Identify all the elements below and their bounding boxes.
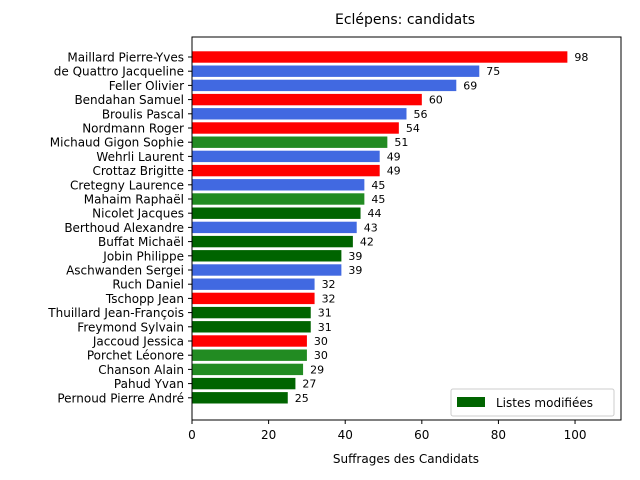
- bar: [192, 306, 311, 319]
- y-tick-label: Wehrli Laurent: [96, 150, 184, 164]
- bar: [192, 51, 568, 63]
- y-tick-label: Chanson Alain: [98, 363, 184, 377]
- bar-value-label: 39: [348, 250, 362, 263]
- y-tick-label: Nicolet Jacques: [92, 207, 184, 221]
- bar-value-label: 43: [364, 221, 378, 234]
- bar-value-label: 29: [310, 363, 324, 376]
- bar: [192, 122, 399, 134]
- x-axis: 0 20 40 60 80 100: [188, 420, 586, 442]
- y-tick-label: Freymond Sylvain: [77, 320, 184, 334]
- y-tick-label: Crottaz Brigitte: [92, 164, 184, 178]
- y-tick-label: Bendahan Samuel: [74, 93, 184, 107]
- bar: [192, 164, 380, 177]
- bar: [192, 349, 307, 361]
- y-tick-label: Jobin Philippe: [102, 249, 184, 263]
- bar-value-label: 25: [295, 392, 309, 405]
- bar: [192, 235, 353, 248]
- x-tick-label: 40: [338, 428, 353, 442]
- bar-value-label: 51: [394, 136, 408, 149]
- x-tick-label: 20: [261, 428, 276, 442]
- bar: [192, 392, 288, 404]
- y-tick-label: Pahud Yvan: [114, 377, 184, 391]
- y-tick-label: Pernoud Pierre André: [57, 391, 184, 405]
- legend-label: Listes modifiées: [496, 396, 593, 410]
- bar: [192, 136, 388, 148]
- bar: [192, 292, 315, 305]
- bar-value-label: 39: [348, 264, 362, 277]
- bar-value-label: 75: [486, 65, 500, 78]
- bar: [192, 377, 296, 390]
- x-axis-label: Suffrages des Candidats: [333, 452, 479, 466]
- y-tick-label: Cretegny Laurence: [70, 178, 184, 192]
- bar: [192, 250, 342, 262]
- chart-title: Eclépens: candidats: [335, 12, 475, 28]
- y-tick-label: Buffat Michaël: [98, 235, 184, 249]
- y-tick-label: Jaccoud Jessica: [92, 335, 184, 349]
- bar-value-label: 42: [360, 236, 374, 249]
- legend-box: [450, 388, 615, 417]
- y-tick-label: Thuillard Jean-François: [47, 306, 184, 320]
- y-tick-label: de Quattro Jacqueline: [54, 65, 184, 79]
- y-tick-label: Broulis Pascal: [102, 107, 184, 121]
- bar-value-label: 27: [302, 378, 316, 391]
- x-tick-label: 100: [564, 428, 587, 442]
- legend-swatch: [457, 397, 485, 407]
- y-tick-label: Aschwanden Sergei: [66, 264, 184, 278]
- x-tick-label: 60: [414, 428, 429, 442]
- y-tick-label: Maillard Pierre-Yves: [67, 51, 184, 65]
- bar-value-label: 69: [463, 79, 477, 92]
- bar-value-label: 60: [429, 94, 443, 107]
- bar: [192, 335, 307, 347]
- bar: [192, 79, 457, 92]
- x-tick-label: 80: [491, 428, 506, 442]
- bar: [192, 65, 480, 77]
- bar: [192, 179, 365, 191]
- legend: Listes modifiées: [450, 388, 615, 417]
- bar: [192, 321, 311, 333]
- bar-value-label: 30: [314, 335, 328, 348]
- bar: [192, 221, 357, 234]
- bar: [192, 363, 304, 376]
- bar-value-label: 30: [314, 349, 328, 362]
- bar: [192, 93, 422, 106]
- y-tick-label: Berthoud Alexandre: [64, 221, 184, 235]
- y-tick-label: Nordmann Roger: [82, 122, 184, 136]
- bar: [192, 150, 380, 163]
- bar-value-label: 32: [322, 292, 336, 305]
- bar: [192, 264, 342, 276]
- bar-value-label: 54: [406, 122, 420, 135]
- bar-value-label: 44: [368, 207, 382, 220]
- bar-value-label: 45: [371, 179, 385, 192]
- bar: [192, 207, 361, 219]
- bar: [192, 193, 365, 205]
- bar-value-label: 31: [318, 321, 332, 334]
- y-tick-label: Mahaim Raphaël: [84, 193, 184, 207]
- bar-value-label: 98: [574, 51, 588, 64]
- bar-value-label: 32: [322, 278, 336, 291]
- y-tick-label: Feller Olivier: [109, 79, 184, 93]
- bar-value-label: 49: [387, 165, 401, 178]
- y-tick-label: Michaud Gigon Sophie: [50, 136, 184, 150]
- y-tick-label: Porchet Léonore: [87, 349, 184, 363]
- plot-frame: [191, 36, 622, 421]
- bar-value-label: 49: [387, 150, 401, 163]
- bar-value-label: 31: [318, 307, 332, 320]
- y-tick-label: Ruch Daniel: [112, 278, 184, 292]
- plot-area-border: [191, 36, 622, 421]
- bar-value-label: 56: [414, 108, 428, 121]
- x-tick-label: 0: [188, 428, 196, 442]
- bars-layer: 9875696056545149494545444342393932323131…: [192, 51, 588, 405]
- y-tick-label: Tschopp Jean: [105, 292, 184, 306]
- bar-value-label: 45: [371, 193, 385, 206]
- bar: [192, 108, 407, 120]
- bar: [192, 278, 315, 290]
